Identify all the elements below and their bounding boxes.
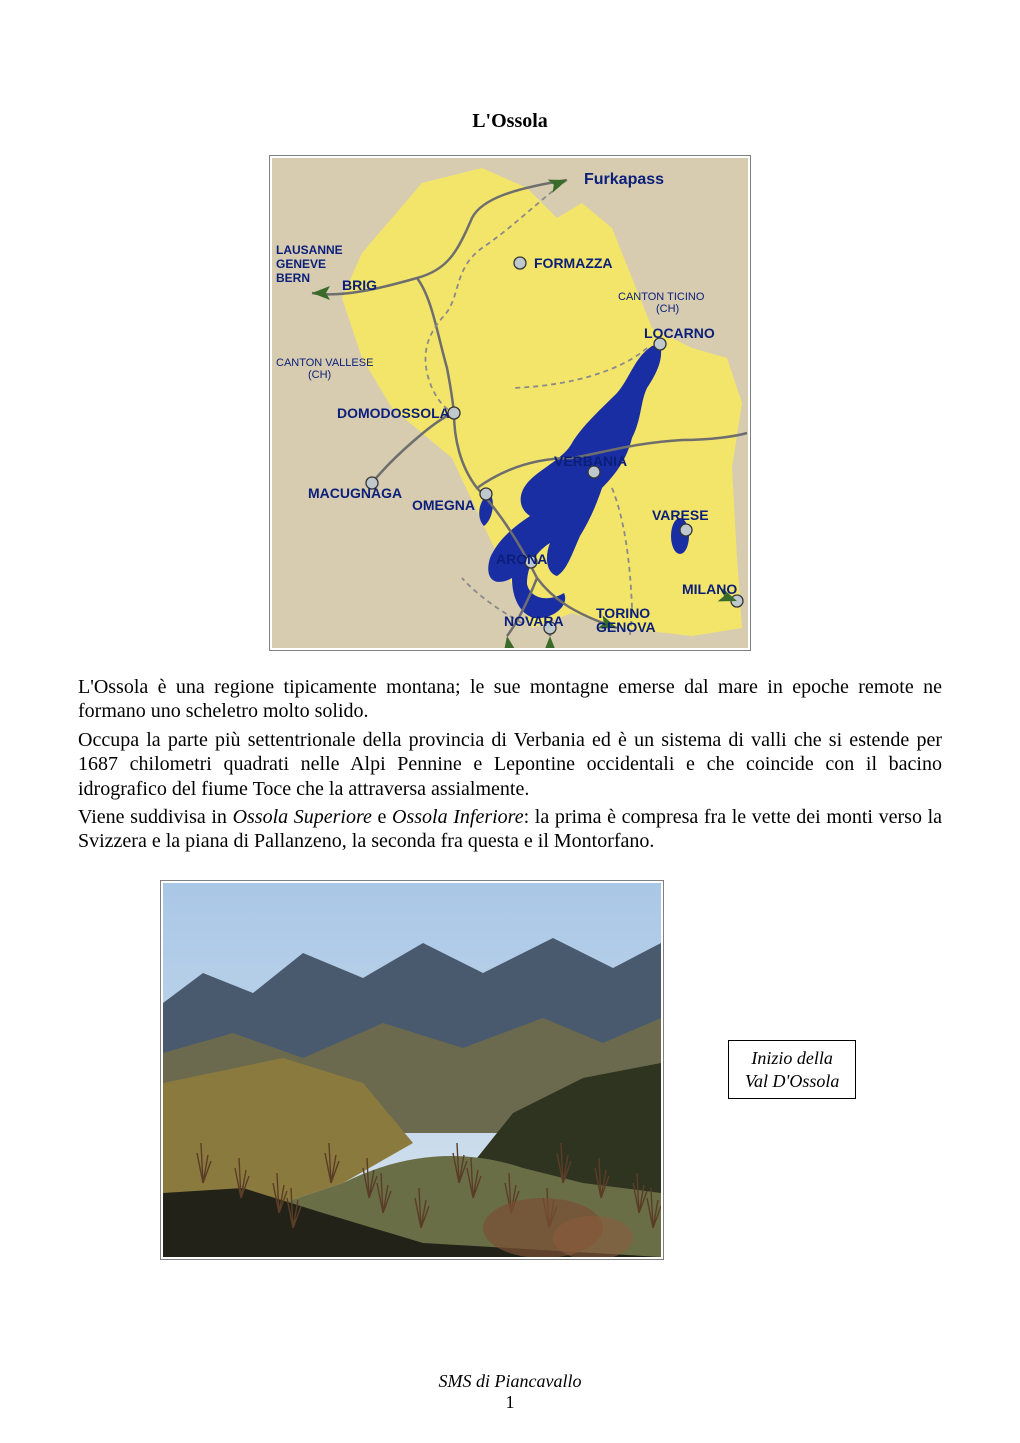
svg-text:CANTON TICINO: CANTON TICINO (618, 291, 705, 303)
p3-d: Ossola Inferiore (392, 806, 524, 828)
svg-text:LOCARNO: LOCARNO (644, 325, 715, 341)
page-title: L'Ossola (78, 110, 942, 133)
svg-text:VERBANIA: VERBANIA (554, 453, 627, 469)
document-page: L'Ossola Furkapass LAUSANNEGENEVEBERN BRIG… (0, 0, 1020, 1443)
svg-text:LAUSANNE: LAUSANNE (276, 243, 343, 257)
svg-text:GENOVA: GENOVA (596, 619, 656, 635)
svg-text:Furkapass: Furkapass (584, 171, 664, 188)
svg-text:(CH): (CH) (308, 369, 331, 381)
footer-source: SMS di Piancavallo (439, 1371, 582, 1391)
photo-row: Inizio della Val D'Ossola (78, 880, 942, 1260)
svg-text:NOVARA: NOVARA (504, 613, 564, 629)
map-image: Furkapass LAUSANNEGENEVEBERN BRIG FORMAZZA C… (272, 158, 748, 648)
svg-text:(CH): (CH) (656, 303, 679, 315)
svg-text:BERN: BERN (276, 271, 310, 285)
p3-c: e (372, 806, 392, 828)
footer-page-number: 1 (0, 1392, 1020, 1413)
svg-text:MILANO: MILANO (682, 581, 737, 597)
p3-a: Viene suddivisa in (78, 806, 233, 828)
svg-text:VARESE: VARESE (652, 507, 709, 523)
svg-text:FORMAZZA: FORMAZZA (534, 255, 613, 271)
photo-frame (160, 880, 664, 1260)
svg-text:OMEGNA: OMEGNA (412, 497, 475, 513)
caption-line-2: Val D'Ossola (745, 1071, 839, 1091)
p3-b: Ossola Superiore (233, 806, 372, 828)
map-container: Furkapass LAUSANNEGENEVEBERN BRIG FORMAZZA C… (78, 155, 942, 651)
page-footer: SMS di Piancavallo 1 (0, 1371, 1020, 1413)
svg-text:CANTON VALLESE: CANTON VALLESE (276, 357, 373, 369)
svg-text:GENEVE: GENEVE (276, 257, 326, 271)
paragraph-1: L'Ossola è una regione tipicamente monta… (78, 675, 942, 724)
paragraph-3: Viene suddivisa in Ossola Superiore e Os… (78, 805, 942, 854)
svg-text:BRIG: BRIG (342, 277, 377, 293)
svg-text:DOMODOSSOLA: DOMODOSSOLA (337, 405, 450, 421)
caption-line-1: Inizio della (751, 1048, 833, 1068)
photo-caption: Inizio della Val D'Ossola (728, 1040, 856, 1099)
svg-text:ARONA: ARONA (496, 551, 547, 567)
photo-cell (160, 880, 664, 1260)
photo-image (163, 883, 661, 1257)
map-frame: Furkapass LAUSANNEGENEVEBERN BRIG FORMAZZA C… (269, 155, 751, 651)
svg-text:MACUGNAGA: MACUGNAGA (308, 485, 402, 501)
paragraph-2: Occupa la parte più settentrionale della… (78, 728, 942, 801)
